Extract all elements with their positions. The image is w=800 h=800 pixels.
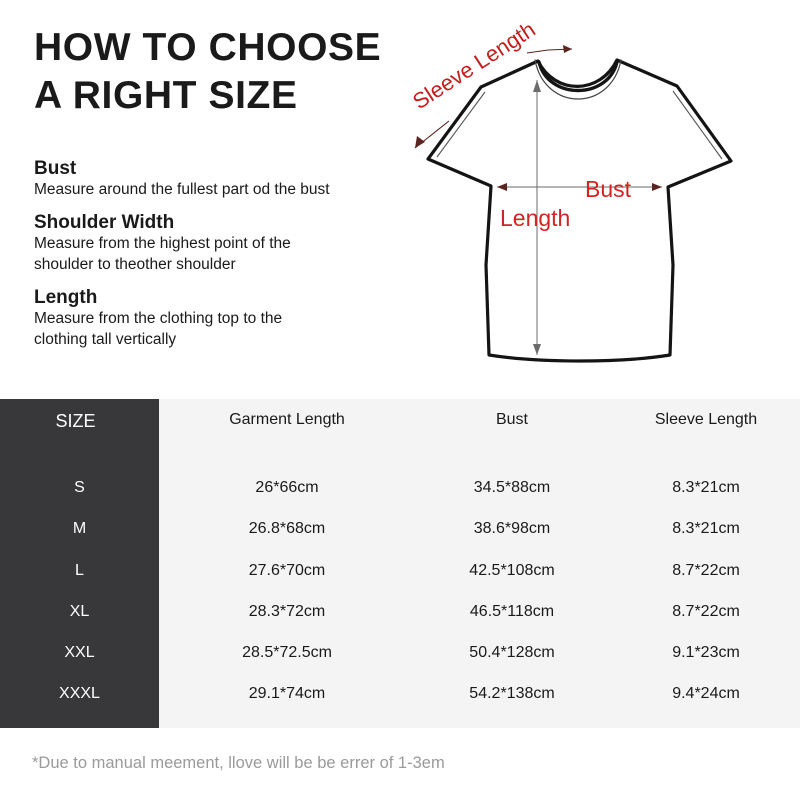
svg-text:Bust: Bust — [585, 176, 632, 202]
svg-text:Length: Length — [500, 205, 570, 231]
